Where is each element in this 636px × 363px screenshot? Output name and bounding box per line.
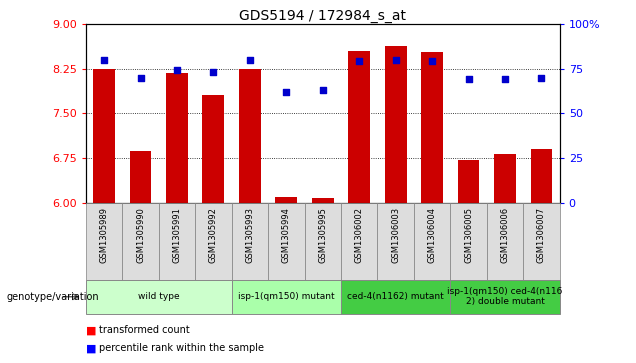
Bar: [494, 154, 516, 203]
Bar: [232, 280, 341, 314]
Text: GSM1305994: GSM1305994: [282, 207, 291, 263]
Point: [245, 57, 255, 62]
Text: wild type: wild type: [138, 292, 179, 301]
Point: [500, 76, 510, 82]
Text: transformed count: transformed count: [99, 325, 190, 335]
Text: GSM1305992: GSM1305992: [209, 207, 218, 263]
Point: [354, 58, 364, 64]
Bar: [195, 203, 232, 280]
Bar: [239, 69, 261, 203]
Bar: [232, 203, 268, 280]
Bar: [530, 149, 553, 203]
Bar: [349, 50, 370, 203]
Point: [317, 87, 328, 93]
Point: [99, 57, 109, 62]
Text: isp-1(qm150) ced-4(n116
2) double mutant: isp-1(qm150) ced-4(n116 2) double mutant: [447, 287, 563, 306]
Text: GSM1305989: GSM1305989: [100, 207, 109, 263]
Bar: [458, 160, 480, 203]
Bar: [414, 203, 450, 280]
Text: ■: ■: [86, 325, 97, 335]
Bar: [487, 203, 523, 280]
Bar: [130, 151, 151, 203]
Bar: [305, 203, 341, 280]
Title: GDS5194 / 172984_s_at: GDS5194 / 172984_s_at: [239, 9, 406, 23]
Text: GSM1305995: GSM1305995: [318, 207, 328, 263]
Text: isp-1(qm150) mutant: isp-1(qm150) mutant: [238, 292, 335, 301]
Bar: [268, 203, 305, 280]
Text: GSM1306002: GSM1306002: [355, 207, 364, 263]
Bar: [341, 280, 450, 314]
Point: [391, 57, 401, 62]
Point: [209, 69, 219, 75]
Bar: [86, 280, 232, 314]
Text: ced-4(n1162) mutant: ced-4(n1162) mutant: [347, 292, 444, 301]
Bar: [159, 203, 195, 280]
Text: GSM1306007: GSM1306007: [537, 207, 546, 263]
Point: [281, 89, 291, 95]
Text: genotype/variation: genotype/variation: [6, 292, 99, 302]
Bar: [377, 203, 414, 280]
Point: [135, 74, 146, 80]
Bar: [166, 73, 188, 203]
Bar: [93, 69, 115, 203]
Text: GSM1306005: GSM1306005: [464, 207, 473, 263]
Bar: [450, 203, 487, 280]
Bar: [421, 52, 443, 203]
Text: GSM1306003: GSM1306003: [391, 207, 400, 263]
Text: ■: ■: [86, 343, 97, 354]
Bar: [523, 203, 560, 280]
Bar: [86, 203, 122, 280]
Bar: [122, 203, 159, 280]
Point: [172, 68, 182, 73]
Bar: [202, 95, 225, 203]
Bar: [385, 46, 406, 203]
Bar: [450, 280, 560, 314]
Point: [464, 76, 474, 82]
Text: GSM1305993: GSM1305993: [245, 207, 254, 263]
Bar: [275, 197, 297, 203]
Point: [427, 58, 437, 64]
Text: GSM1305990: GSM1305990: [136, 207, 145, 263]
Bar: [312, 199, 334, 203]
Bar: [341, 203, 377, 280]
Point: [536, 74, 546, 80]
Text: GSM1306004: GSM1306004: [427, 207, 436, 263]
Text: percentile rank within the sample: percentile rank within the sample: [99, 343, 263, 354]
Text: GSM1306006: GSM1306006: [501, 207, 509, 263]
Text: GSM1305991: GSM1305991: [172, 207, 181, 263]
